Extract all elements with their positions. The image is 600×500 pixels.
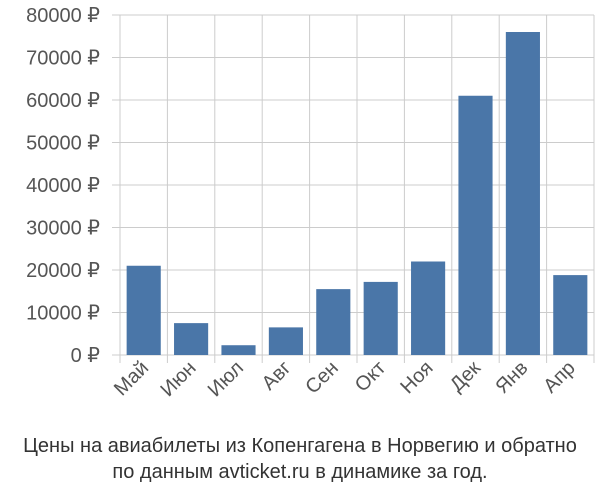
x-tick-label: Янв bbox=[491, 357, 532, 398]
x-tick-label: Июн bbox=[156, 357, 200, 401]
y-tick-label: 80000 ₽ bbox=[26, 5, 100, 27]
bar-chart: 0 ₽ 10000 ₽ 20000 ₽ 30000 ₽ 40000 ₽ 50000 ₽ 60… bbox=[26, 5, 595, 401]
bar-10 bbox=[553, 275, 588, 355]
y-tick-label: 40000 ₽ bbox=[26, 175, 100, 197]
y-tick-label: 30000 ₽ bbox=[26, 218, 100, 240]
bar-7 bbox=[411, 261, 446, 355]
bar-1 bbox=[126, 265, 161, 355]
x-tick-label: Ноя bbox=[396, 357, 437, 398]
bar-5 bbox=[316, 289, 351, 355]
y-tick-label: 70000 ₽ bbox=[26, 48, 100, 70]
x-tick-label: Сен bbox=[301, 357, 342, 398]
chart-caption-line-1: Цены на авиабилеты из Копенгагена в Норв… bbox=[23, 435, 577, 457]
y-tick-label: 20000 ₽ bbox=[26, 260, 100, 282]
y-tick-label: 10000 ₽ bbox=[26, 303, 100, 325]
x-tick-label: Июл bbox=[204, 357, 248, 401]
bar-9 bbox=[505, 32, 540, 355]
x-tick-label: Май bbox=[110, 357, 153, 400]
y-tick-label: 50000 ₽ bbox=[26, 133, 100, 155]
y-tick-label: 60000 ₽ bbox=[26, 90, 100, 112]
x-tick-label: Апр bbox=[539, 357, 580, 398]
bar-8 bbox=[458, 95, 493, 355]
x-tick-label: Авг bbox=[258, 357, 296, 395]
bar-4 bbox=[268, 327, 303, 355]
y-tick-label: 0 ₽ bbox=[71, 345, 101, 367]
chart-caption-line-2: по данным avticket.ru в динамике за год. bbox=[112, 461, 488, 483]
bar-2 bbox=[174, 323, 209, 355]
bar-3 bbox=[221, 345, 256, 355]
bar-6 bbox=[363, 281, 398, 355]
